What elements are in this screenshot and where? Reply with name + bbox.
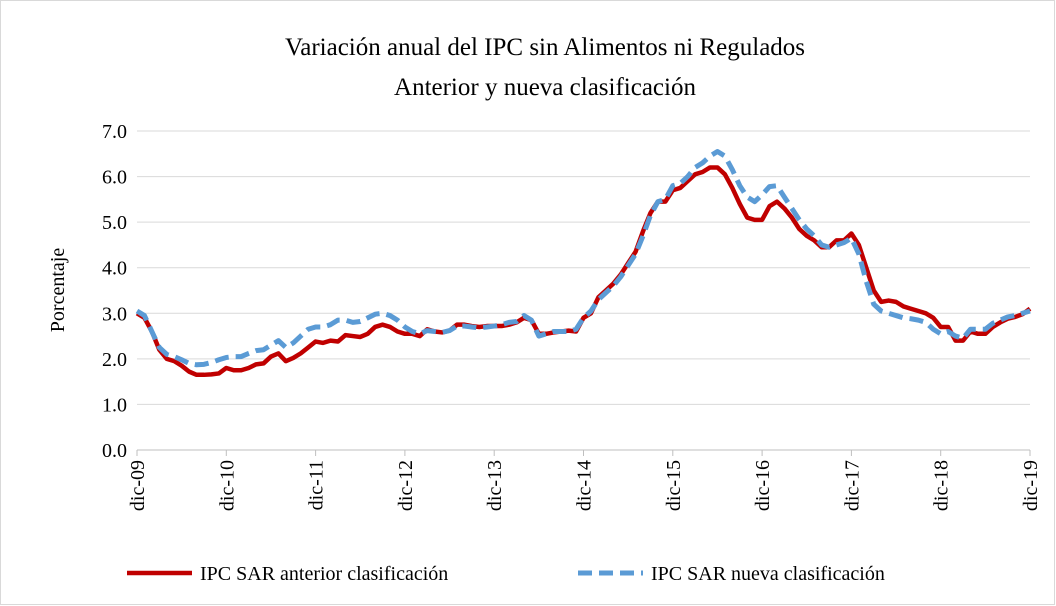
y-tick-label: 7.0 bbox=[102, 121, 127, 143]
series-line bbox=[135, 149, 1031, 368]
x-tick-label: dic-09 bbox=[127, 460, 149, 511]
y-tick-label: 2.0 bbox=[102, 349, 127, 371]
chart-title: Variación anual del IPC sin Alimentos ni… bbox=[285, 34, 805, 61]
y-tick-label: 5.0 bbox=[102, 212, 127, 234]
x-tick-label: dic-11 bbox=[306, 460, 328, 510]
y-tick-label: 0.0 bbox=[102, 440, 127, 462]
y-tick-label: 6.0 bbox=[102, 167, 127, 189]
y-tick-label: 3.0 bbox=[102, 303, 127, 325]
x-tick-label: dic-17 bbox=[841, 460, 863, 511]
x-tick-label: dic-13 bbox=[484, 460, 506, 511]
x-tick-label: dic-10 bbox=[216, 460, 238, 511]
x-tick-label: dic-18 bbox=[931, 460, 953, 511]
series-line bbox=[135, 165, 1032, 378]
x-tick-label: dic-19 bbox=[1020, 460, 1042, 511]
x-tick-label: dic-15 bbox=[663, 460, 685, 511]
y-tick-label: 4.0 bbox=[102, 258, 127, 280]
x-tick-label: dic-14 bbox=[574, 460, 596, 511]
legend-label: IPC SAR anterior clasificación bbox=[200, 563, 448, 585]
x-tick-label: dic-16 bbox=[752, 460, 774, 511]
x-tick-label: dic-12 bbox=[395, 460, 417, 511]
legend-label: IPC SAR nueva clasificación bbox=[651, 563, 885, 585]
y-tick-label: 1.0 bbox=[102, 394, 127, 416]
chart-subtitle: Anterior y nueva clasificación bbox=[394, 74, 696, 101]
y-axis-label: Porcentaje bbox=[47, 248, 69, 333]
